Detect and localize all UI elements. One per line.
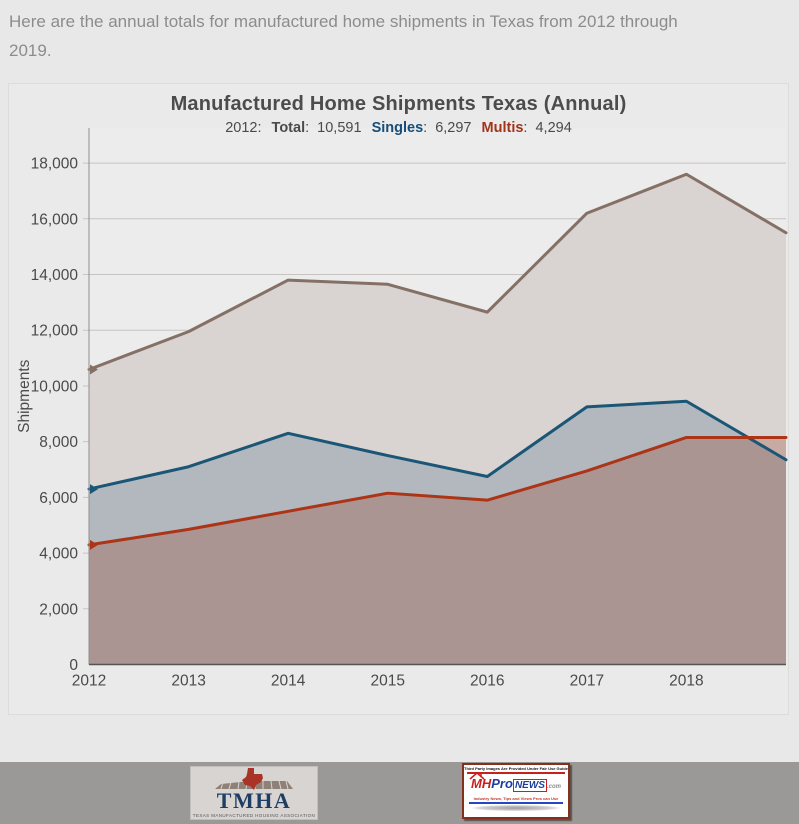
chart-title: Manufactured Home Shipments Texas (Annua… — [170, 93, 627, 115]
tooltip-total-value: 10,591 — [317, 120, 362, 136]
tooltip-total-label: Total — [271, 120, 306, 136]
wordmark-news: NEWS — [512, 779, 547, 792]
x-tick-label: 2014 — [271, 673, 306, 690]
multis-line — [87, 435, 788, 547]
x-tick-label: 2013 — [171, 673, 205, 690]
y-tick-label: 10,000 — [31, 378, 79, 395]
y-tick-label: 4,000 — [39, 546, 78, 563]
y-tick-label: 12,000 — [31, 323, 79, 340]
tooltip-separator: : — [423, 120, 428, 136]
blue-rule — [469, 802, 563, 804]
chart-hover-readout: 2012: Total: 10,591 Singles: 6,297 Multi… — [9, 120, 788, 136]
tooltip-multis-label: Multis — [481, 120, 524, 136]
gray-swoosh — [472, 805, 560, 811]
multis-hover-marker — [90, 539, 98, 550]
red-rule — [467, 772, 565, 774]
fair-use-note: Third Party Images Are Provided Under Fa… — [464, 766, 570, 771]
total-line — [87, 172, 788, 371]
mhpronews-wordmark: MHPro NEWS .com — [469, 772, 561, 795]
shipments-area-chart[interactable]: 0 2,000 4,000 6,000 8,000 10,000 12,000 14,000 1… — [9, 84, 788, 714]
y-tick-label: 0 — [69, 657, 78, 674]
y-tick-label: 18,000 — [31, 156, 79, 173]
wordmark-mh: MH — [471, 776, 492, 791]
tooltip-separator: : — [523, 120, 528, 136]
intro-text: Here are the annual totals for manufactu… — [9, 12, 678, 60]
singles-hover-marker — [90, 484, 98, 495]
tmha-wordmark: TMHA — [216, 788, 292, 813]
x-tick-label: 2017 — [570, 673, 604, 690]
tooltip-separator: : — [305, 120, 310, 136]
mhpronews-tagline: Industry News, Tips and Views Pros can U… — [473, 796, 559, 801]
x-tick-label: 2015 — [370, 673, 404, 690]
y-tick-label: 2,000 — [39, 601, 78, 618]
footer-bar: TMHA TEXAS MANUFACTURED HOUSING ASSOCIAT… — [0, 762, 799, 824]
y-axis-title: Shipments — [16, 359, 33, 432]
total-area — [89, 174, 786, 665]
x-tick-label: 2016 — [470, 673, 504, 690]
total-hover-marker — [90, 364, 98, 375]
tmha-caption: TEXAS MANUFACTURED HOUSING ASSOCIATION — [192, 813, 316, 818]
y-tick-label: 8,000 — [39, 434, 78, 451]
tooltip-singles-label: Singles — [371, 120, 424, 136]
tooltip-year: 2012: — [225, 120, 262, 136]
singles-area — [89, 401, 786, 665]
multis-area — [89, 437, 786, 665]
mhpronews-logo[interactable]: Third Party Images Are Provided Under Fa… — [462, 763, 570, 819]
tmha-texas-roof-icon — [215, 768, 293, 790]
wordmark-pro: Pro — [491, 776, 513, 791]
tooltip-multis-value: 4,294 — [535, 120, 572, 136]
wordmark-dotcom: .com — [546, 784, 561, 790]
tooltip-singles-value: 6,297 — [435, 120, 472, 136]
house-roof-icon — [469, 772, 485, 780]
tmha-logo[interactable]: TMHA TEXAS MANUFACTURED HOUSING ASSOCIAT… — [190, 766, 318, 820]
y-tick-label: 14,000 — [31, 267, 79, 284]
x-tick-label: 2018 — [669, 673, 703, 690]
x-tick-label: 2012 — [72, 673, 106, 690]
y-tick-label: 16,000 — [31, 211, 79, 228]
chart-card: Manufactured Home Shipments Texas (Annua… — [8, 83, 789, 715]
y-tick-label: 6,000 — [39, 490, 78, 507]
singles-line — [87, 399, 788, 491]
